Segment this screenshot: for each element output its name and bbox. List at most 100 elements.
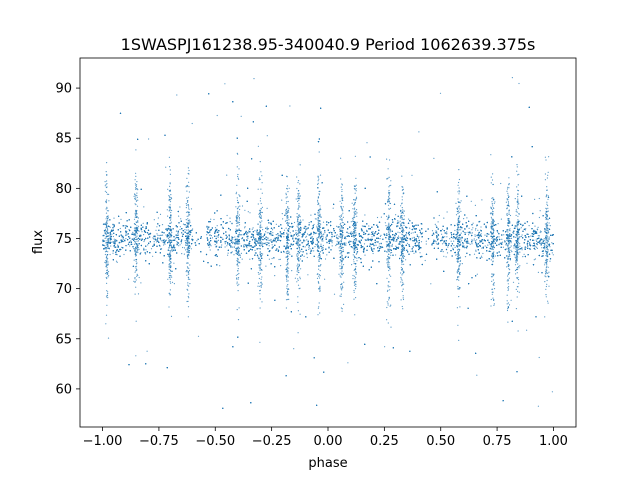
data-point — [461, 240, 463, 242]
data-point — [266, 232, 268, 234]
data-point — [314, 246, 316, 248]
data-point — [380, 234, 382, 236]
data-point — [468, 234, 470, 236]
data-point — [506, 230, 508, 232]
data-point — [353, 226, 355, 228]
data-point — [275, 241, 278, 243]
data-point — [256, 231, 258, 234]
data-point — [258, 241, 260, 243]
data-point — [234, 250, 236, 252]
data-point — [394, 237, 396, 239]
data-point — [140, 252, 142, 254]
data-point — [260, 252, 263, 255]
data-point — [313, 233, 315, 235]
data-point — [330, 231, 332, 233]
data-point — [143, 206, 145, 208]
data-point — [306, 239, 308, 241]
data-point — [155, 229, 157, 231]
data-point — [291, 244, 293, 246]
data-point — [481, 256, 483, 259]
data-point — [262, 239, 264, 241]
data-point — [247, 230, 250, 232]
data-point — [527, 233, 530, 235]
data-point — [128, 278, 130, 280]
data-point — [104, 245, 106, 247]
data-point — [403, 224, 405, 226]
data-point — [520, 227, 522, 229]
data-point — [379, 235, 381, 237]
data-point — [274, 239, 276, 241]
data-point — [123, 238, 125, 241]
data-point — [475, 249, 477, 251]
data-point — [214, 244, 216, 246]
data-point — [452, 247, 454, 249]
data-point — [298, 245, 300, 247]
data-point — [464, 256, 467, 258]
data-point — [338, 247, 340, 249]
data-point — [358, 234, 360, 236]
data-point — [500, 218, 502, 220]
data-point — [433, 239, 435, 241]
data-point — [305, 235, 308, 237]
data-point — [397, 235, 400, 237]
data-point — [482, 247, 484, 249]
data-point — [536, 247, 539, 249]
data-point — [397, 220, 399, 222]
data-point — [447, 246, 449, 248]
data-point — [331, 245, 333, 247]
data-point — [242, 234, 244, 236]
data-point — [156, 241, 158, 243]
data-point — [425, 240, 427, 242]
data-point — [538, 235, 541, 237]
data-point — [530, 235, 532, 237]
data-point — [166, 209, 168, 211]
data-point — [467, 231, 469, 233]
data-point — [390, 326, 392, 328]
data-point — [441, 238, 443, 240]
data-point — [154, 237, 156, 239]
data-point — [430, 283, 432, 285]
data-point — [510, 245, 512, 247]
data-point — [316, 225, 318, 227]
data-point — [338, 250, 341, 252]
data-point — [162, 241, 164, 243]
data-point — [267, 242, 269, 244]
data-point — [178, 245, 180, 247]
data-point — [350, 221, 352, 223]
data-point — [113, 238, 115, 240]
data-point — [484, 234, 486, 236]
data-point — [221, 226, 224, 228]
data-point — [270, 234, 272, 236]
data-point — [317, 256, 319, 258]
data-point — [368, 225, 370, 227]
data-point — [303, 241, 305, 243]
data-point — [310, 236, 312, 238]
data-point — [431, 230, 434, 232]
data-point — [393, 238, 395, 241]
data-point — [156, 233, 158, 235]
data-point — [283, 229, 286, 231]
data-point — [443, 255, 445, 257]
data-point — [364, 254, 366, 256]
data-point — [192, 228, 194, 230]
data-point — [472, 222, 474, 224]
data-point — [271, 229, 274, 231]
data-point — [302, 219, 304, 221]
data-point — [240, 252, 242, 254]
data-point — [461, 263, 463, 265]
data-point — [549, 246, 551, 248]
data-point — [313, 223, 315, 226]
data-point — [435, 230, 437, 232]
data-point — [322, 240, 324, 242]
data-point — [540, 238, 542, 240]
data-point — [503, 234, 505, 236]
data-point — [342, 224, 344, 226]
data-point — [233, 246, 235, 248]
data-point — [308, 246, 310, 248]
data-point — [217, 239, 220, 241]
data-point — [125, 245, 127, 247]
data-point — [431, 243, 433, 245]
data-point — [470, 200, 472, 202]
data-point — [249, 212, 251, 214]
data-point — [397, 221, 399, 223]
